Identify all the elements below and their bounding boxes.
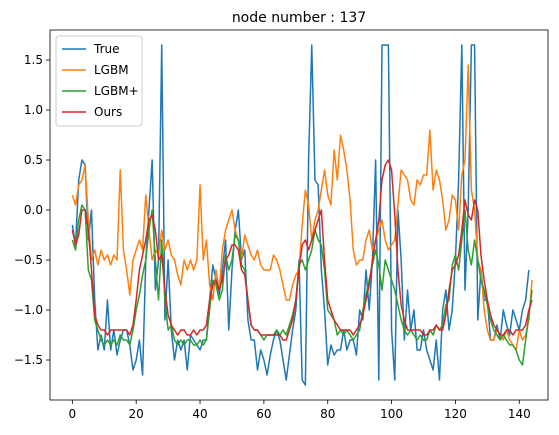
y-axis: −1.5 −1.0 −0.5 0.0 0.5 1.0 1.5 (14, 53, 50, 367)
legend-label-lgbm: LGBM (94, 63, 129, 77)
chart-title: node number : 137 (232, 10, 366, 26)
legend: True LGBM LGBM+ Ours (55, 35, 143, 127)
legend-label-lgbm-: LGBM+ (94, 84, 139, 98)
x-tick-label: 140 (508, 407, 531, 421)
x-tick-label: 60 (256, 407, 271, 421)
axes-frame (49, 29, 549, 401)
y-tick-label: 1.0 (24, 103, 43, 117)
legend-box (55, 35, 143, 127)
legend-label-ours: Ours (94, 105, 122, 119)
series-layer (71, 44, 533, 386)
series-line-ours (71, 159, 533, 341)
x-tick-label: 20 (129, 407, 144, 421)
legend-label-true: True (93, 42, 120, 56)
y-tick-label: 0.5 (24, 153, 43, 167)
series-line-lgbm- (71, 204, 533, 366)
x-tick-label: 40 (192, 407, 207, 421)
y-tick-label: −0.5 (14, 253, 43, 267)
y-tick-label: 0.0 (24, 203, 43, 217)
x-tick-label: 120 (444, 407, 467, 421)
y-tick-label: −1.0 (14, 303, 43, 317)
x-axis: 0 20 40 60 80 100 120 140 (69, 400, 531, 421)
y-tick-label: 1.5 (24, 53, 43, 67)
x-tick-label: 0 (69, 407, 77, 421)
x-tick-label: 80 (320, 407, 335, 421)
x-tick-label: 100 (380, 407, 403, 421)
y-tick-label: −1.5 (14, 353, 43, 367)
